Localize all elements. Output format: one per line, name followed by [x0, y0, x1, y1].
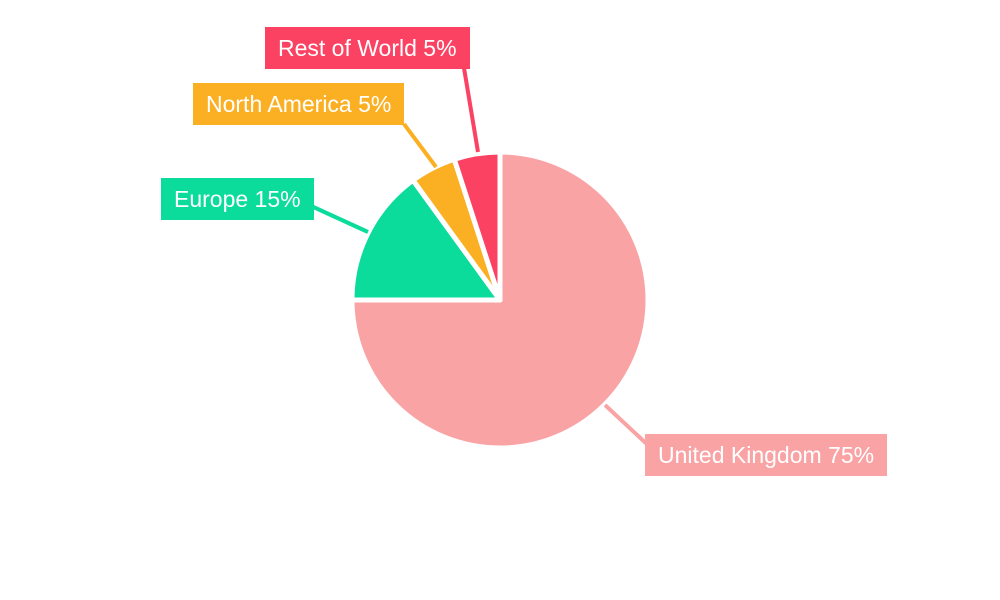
pie-label-rest-of-world: Rest of World 5%	[265, 27, 470, 69]
pie-slice-europe	[349, 177, 503, 303]
pie-leader-europe	[308, 203, 369, 234]
pie-label-united-kingdom: United Kingdom 75%	[645, 434, 888, 476]
pie-label-europe: Europe 15%	[161, 178, 314, 220]
pie-leader-united-kingdom	[603, 403, 652, 449]
pie-label-north-america: North America 5%	[193, 83, 405, 125]
pie-slice-rest-of-world	[451, 149, 503, 303]
pie-leader-north-america	[402, 122, 438, 169]
pie-leader-rest-of-world	[462, 67, 480, 153]
